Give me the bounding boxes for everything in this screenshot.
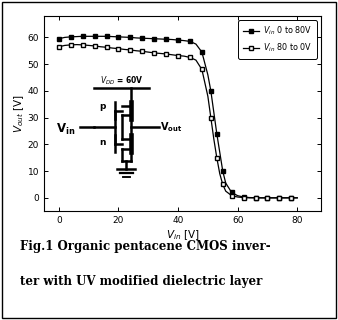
Legend: $V_{in}$ 0 to 80V, $V_{in}$ 80 to 0V: $V_{in}$ 0 to 80V, $V_{in}$ 80 to 0V — [238, 20, 317, 59]
Text: ter with UV modified dielectric layer: ter with UV modified dielectric layer — [20, 275, 263, 288]
Y-axis label: $V_{out}$ [V]: $V_{out}$ [V] — [13, 94, 26, 133]
X-axis label: $V_{in}$ [V]: $V_{in}$ [V] — [166, 228, 199, 242]
Text: Fig.1 Organic pentacene CMOS inver-: Fig.1 Organic pentacene CMOS inver- — [20, 240, 271, 253]
